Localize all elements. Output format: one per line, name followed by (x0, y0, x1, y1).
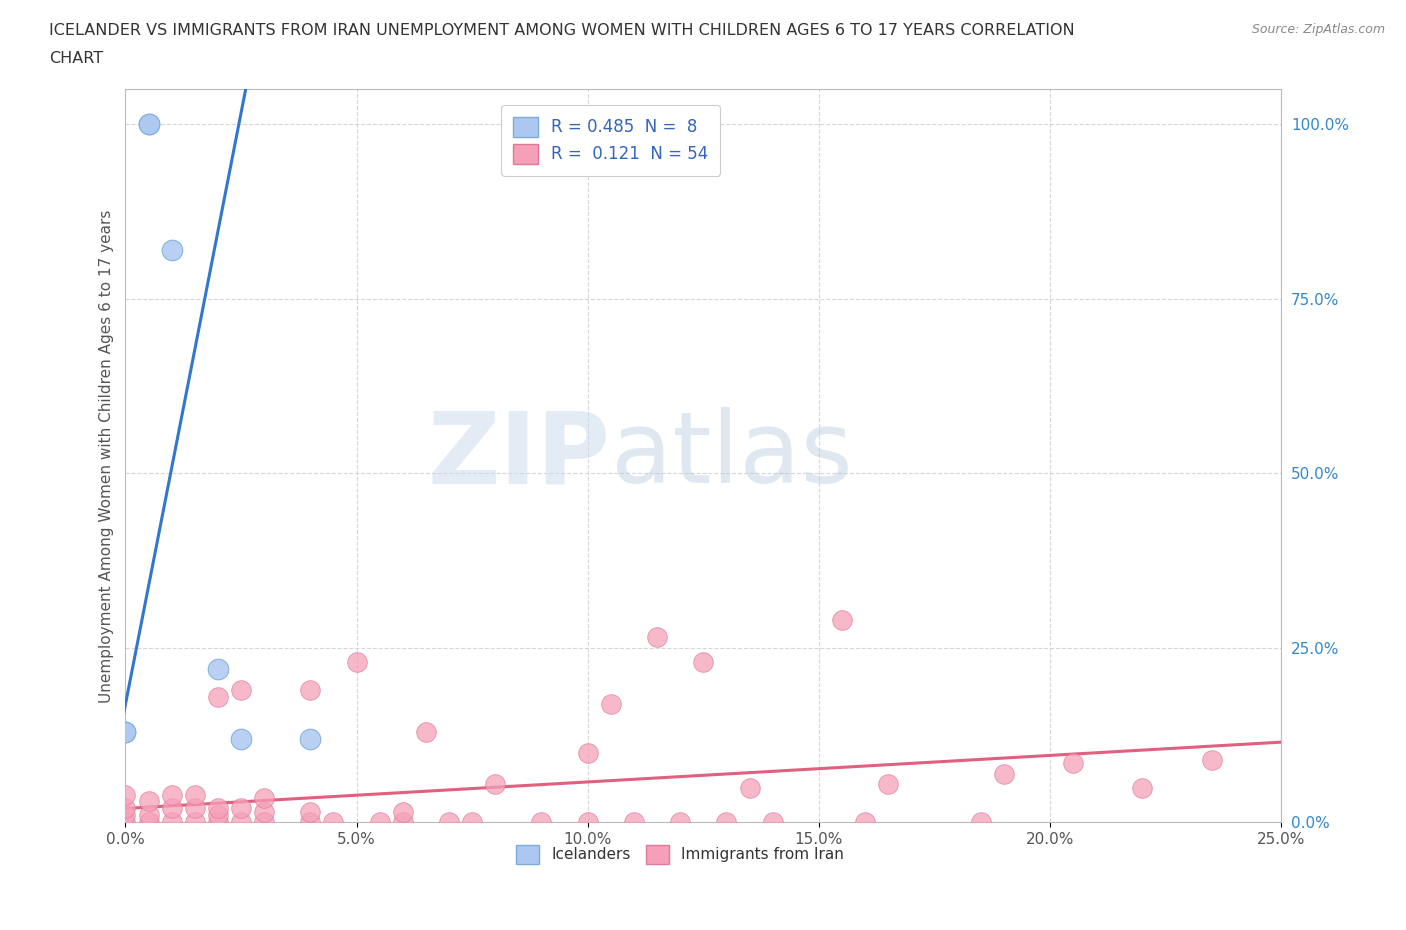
Point (1201, 752, 1223, 767)
Point (138, 815, 160, 830)
Point (114, 801, 136, 816)
Point (599, 697, 621, 711)
Point (415, 724, 437, 739)
Point (114, 724, 136, 739)
Text: Source: ZipAtlas.com: Source: ZipAtlas.com (1251, 23, 1385, 36)
Point (207, 689, 229, 704)
Point (138, 808, 160, 823)
Point (299, 804, 322, 819)
Point (969, 815, 991, 830)
Point (853, 815, 876, 830)
Point (114, 724, 136, 739)
Point (184, 787, 207, 802)
Point (138, 117, 160, 132)
Point (207, 801, 229, 816)
Point (576, 815, 599, 830)
Point (993, 766, 1015, 781)
Point (184, 815, 207, 830)
Legend: Icelanders, Immigrants from Iran: Icelanders, Immigrants from Iran (510, 839, 851, 870)
Point (160, 815, 183, 830)
Point (368, 815, 391, 830)
Point (1062, 756, 1084, 771)
Point (253, 804, 276, 819)
Point (138, 117, 160, 132)
Point (207, 808, 229, 823)
Point (207, 815, 229, 830)
Point (437, 815, 460, 830)
Point (253, 790, 276, 805)
Point (160, 787, 183, 802)
Point (645, 630, 668, 644)
Point (877, 777, 900, 791)
Point (576, 745, 599, 760)
Point (229, 731, 252, 746)
Point (299, 683, 322, 698)
Point (692, 655, 714, 670)
Text: ICELANDER VS IMMIGRANTS FROM IRAN UNEMPLOYMENT AMONG WOMEN WITH CHILDREN AGES 6 : ICELANDER VS IMMIGRANTS FROM IRAN UNEMPL… (49, 23, 1074, 38)
Point (253, 815, 276, 830)
Point (716, 815, 738, 830)
Point (669, 815, 692, 830)
Point (762, 815, 785, 830)
Point (229, 801, 252, 816)
Point (229, 683, 252, 698)
Point (1132, 780, 1154, 795)
Y-axis label: Unemployment Among Women with Children Ages 6 to 17 years: Unemployment Among Women with Children A… (100, 209, 114, 702)
Text: ZIP: ZIP (427, 407, 610, 504)
Point (461, 815, 484, 830)
Point (831, 613, 853, 628)
Point (299, 815, 322, 830)
Point (322, 815, 344, 830)
Point (346, 655, 368, 670)
Point (530, 815, 553, 830)
Point (114, 787, 136, 802)
Point (392, 804, 415, 819)
Point (160, 801, 183, 816)
Point (484, 777, 506, 791)
Point (392, 815, 415, 830)
Point (229, 815, 252, 830)
Point (299, 731, 322, 746)
Point (114, 808, 136, 823)
Point (738, 780, 761, 795)
Point (184, 801, 207, 816)
Point (160, 243, 183, 258)
Text: CHART: CHART (49, 51, 103, 66)
Point (623, 815, 645, 830)
Text: atlas: atlas (610, 407, 852, 504)
Point (207, 661, 229, 676)
Point (114, 815, 136, 830)
Point (138, 794, 160, 809)
